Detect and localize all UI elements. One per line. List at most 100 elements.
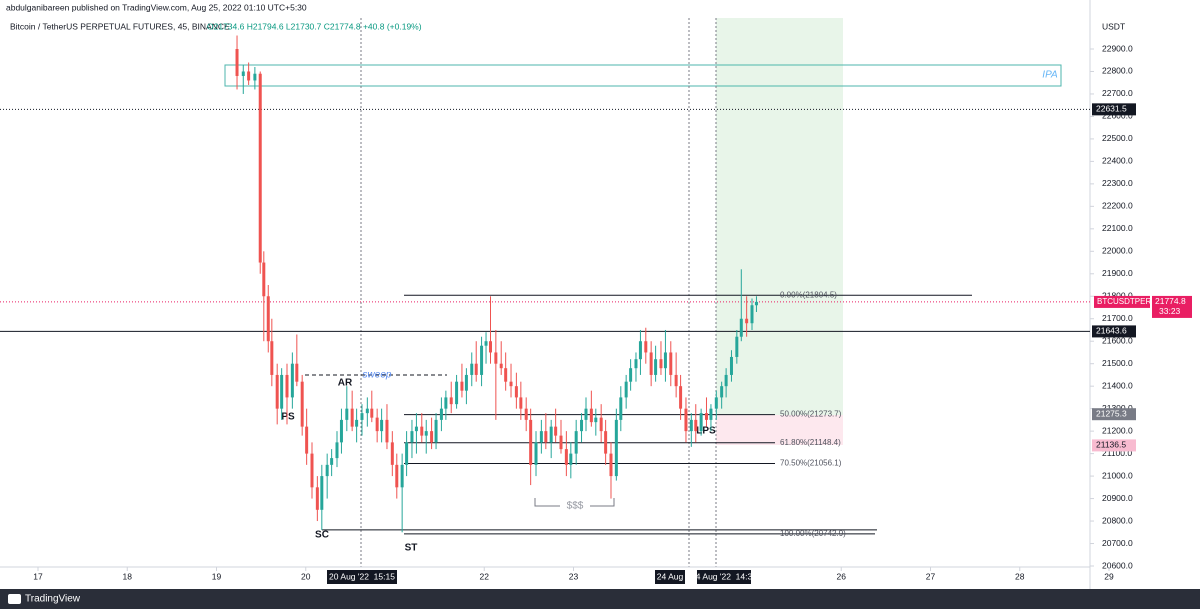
time-tick-label: 19 bbox=[212, 571, 222, 581]
fib-label: 70.50%(21056.1) bbox=[780, 459, 842, 468]
candle-body bbox=[410, 431, 414, 443]
candle-body bbox=[534, 442, 538, 465]
time-tick-label: 26 bbox=[837, 571, 847, 581]
candle-body bbox=[580, 419, 584, 432]
price-tick-label: 21600.0 bbox=[1102, 335, 1133, 345]
price-badge-label: 21643.6 bbox=[1096, 326, 1127, 336]
candle-body bbox=[275, 374, 279, 409]
candle-body bbox=[720, 386, 724, 398]
candle-body bbox=[569, 453, 573, 465]
candle-body bbox=[375, 417, 379, 432]
candle-body bbox=[524, 408, 528, 420]
candle-body bbox=[694, 419, 698, 432]
candle-body bbox=[439, 408, 443, 420]
candle-body bbox=[300, 381, 304, 427]
price-badge-label: 21136.5 bbox=[1096, 440, 1126, 450]
price-tick-label: 21500.0 bbox=[1102, 358, 1133, 368]
price-tick-label: 21800.0 bbox=[1102, 291, 1133, 301]
countdown-label: 33:23 bbox=[1159, 306, 1181, 316]
candle-body bbox=[405, 442, 409, 465]
author-line: abdulganibareen published on TradingView… bbox=[6, 2, 307, 12]
candle-body bbox=[470, 363, 474, 375]
candle-body bbox=[745, 318, 749, 324]
candle-body bbox=[499, 363, 503, 369]
price-tick-label: 20800.0 bbox=[1102, 515, 1133, 525]
candle-body bbox=[663, 352, 667, 369]
candle-body bbox=[280, 374, 284, 409]
candle-body bbox=[464, 374, 468, 391]
candle-body bbox=[544, 431, 548, 443]
price-badge-label: 21275.3 bbox=[1096, 408, 1127, 418]
candle-body bbox=[380, 419, 384, 432]
long-stop-zone bbox=[716, 415, 843, 445]
candle-body bbox=[654, 359, 658, 375]
fib-label: 0.00%(21804.5) bbox=[780, 290, 837, 299]
candle-body bbox=[504, 368, 508, 382]
candle-body bbox=[509, 381, 513, 387]
candle-body bbox=[604, 431, 608, 454]
candle-body bbox=[750, 305, 754, 324]
liquidity-bracket bbox=[534, 498, 615, 507]
candle-body bbox=[659, 359, 663, 369]
candle-body bbox=[474, 363, 478, 375]
price-tick-label: 22200.0 bbox=[1102, 201, 1133, 211]
price-tick-label: 22300.0 bbox=[1102, 178, 1133, 188]
candle-body bbox=[729, 356, 733, 375]
candle-body bbox=[320, 476, 324, 510]
candle-body bbox=[599, 417, 603, 432]
candle-body bbox=[539, 431, 543, 443]
price-tick-label: 21200.0 bbox=[1102, 425, 1133, 435]
candle-body bbox=[480, 345, 484, 375]
candle-body bbox=[559, 435, 563, 450]
price-tick-label: 22600.0 bbox=[1102, 111, 1133, 121]
last-price-badge bbox=[1152, 295, 1192, 318]
candle-body bbox=[638, 341, 642, 360]
time-badge-label: 20 Aug '22 15:15 bbox=[329, 571, 395, 581]
ohlc: O21734.6 H21794.6 L21730.7 C21774.8 +40.… bbox=[207, 21, 422, 31]
candle-body bbox=[644, 341, 648, 353]
candle-body bbox=[514, 386, 518, 398]
candle-body bbox=[305, 426, 309, 454]
time-badge bbox=[655, 570, 685, 584]
price-badge bbox=[1092, 408, 1136, 421]
annotation: PS bbox=[281, 412, 295, 423]
candle-body bbox=[444, 397, 448, 409]
candle-body bbox=[414, 426, 418, 432]
candle-body bbox=[484, 341, 488, 346]
annotation: $$$ bbox=[567, 501, 584, 512]
candle-body bbox=[295, 363, 299, 382]
time-tick-label: 20 bbox=[301, 571, 311, 581]
candle-body bbox=[345, 408, 349, 420]
price-tick-label: 21700.0 bbox=[1102, 313, 1133, 323]
candle-body bbox=[315, 487, 319, 510]
price-tick-label: 22400.0 bbox=[1102, 156, 1133, 166]
price-tick-label: 22800.0 bbox=[1102, 66, 1133, 76]
annotation: IPA bbox=[1042, 70, 1058, 81]
candle-body bbox=[350, 408, 354, 427]
candle-body bbox=[241, 71, 245, 76]
candle-body bbox=[488, 341, 492, 353]
candle-body bbox=[270, 341, 274, 375]
candle-body bbox=[266, 296, 270, 342]
time-badge-label: 24 Aug '22 14:30 bbox=[691, 571, 757, 581]
footer-brand: TradingView bbox=[25, 594, 81, 605]
candle-body bbox=[385, 419, 389, 443]
candle-body bbox=[430, 431, 434, 443]
candle-body bbox=[290, 363, 294, 398]
time-tick-label: 27 bbox=[926, 571, 936, 581]
time-tick-label: 18 bbox=[123, 571, 133, 581]
price-tick-label: 21400.0 bbox=[1102, 380, 1133, 390]
candle-body bbox=[735, 336, 739, 357]
candle-body bbox=[549, 426, 553, 443]
candle-body bbox=[594, 417, 598, 423]
candle-body bbox=[634, 359, 638, 369]
time-tick-label: 22 bbox=[480, 571, 490, 581]
symbol-badge-label: BTCUSDTPERP bbox=[1097, 297, 1157, 306]
candle-body bbox=[609, 453, 613, 477]
price-tick-label: 20900.0 bbox=[1102, 493, 1133, 503]
candle-body bbox=[335, 442, 339, 459]
candle-body bbox=[434, 419, 438, 443]
footer-bar bbox=[0, 589, 1200, 609]
candle-body bbox=[724, 374, 728, 387]
candle-body bbox=[395, 464, 399, 488]
